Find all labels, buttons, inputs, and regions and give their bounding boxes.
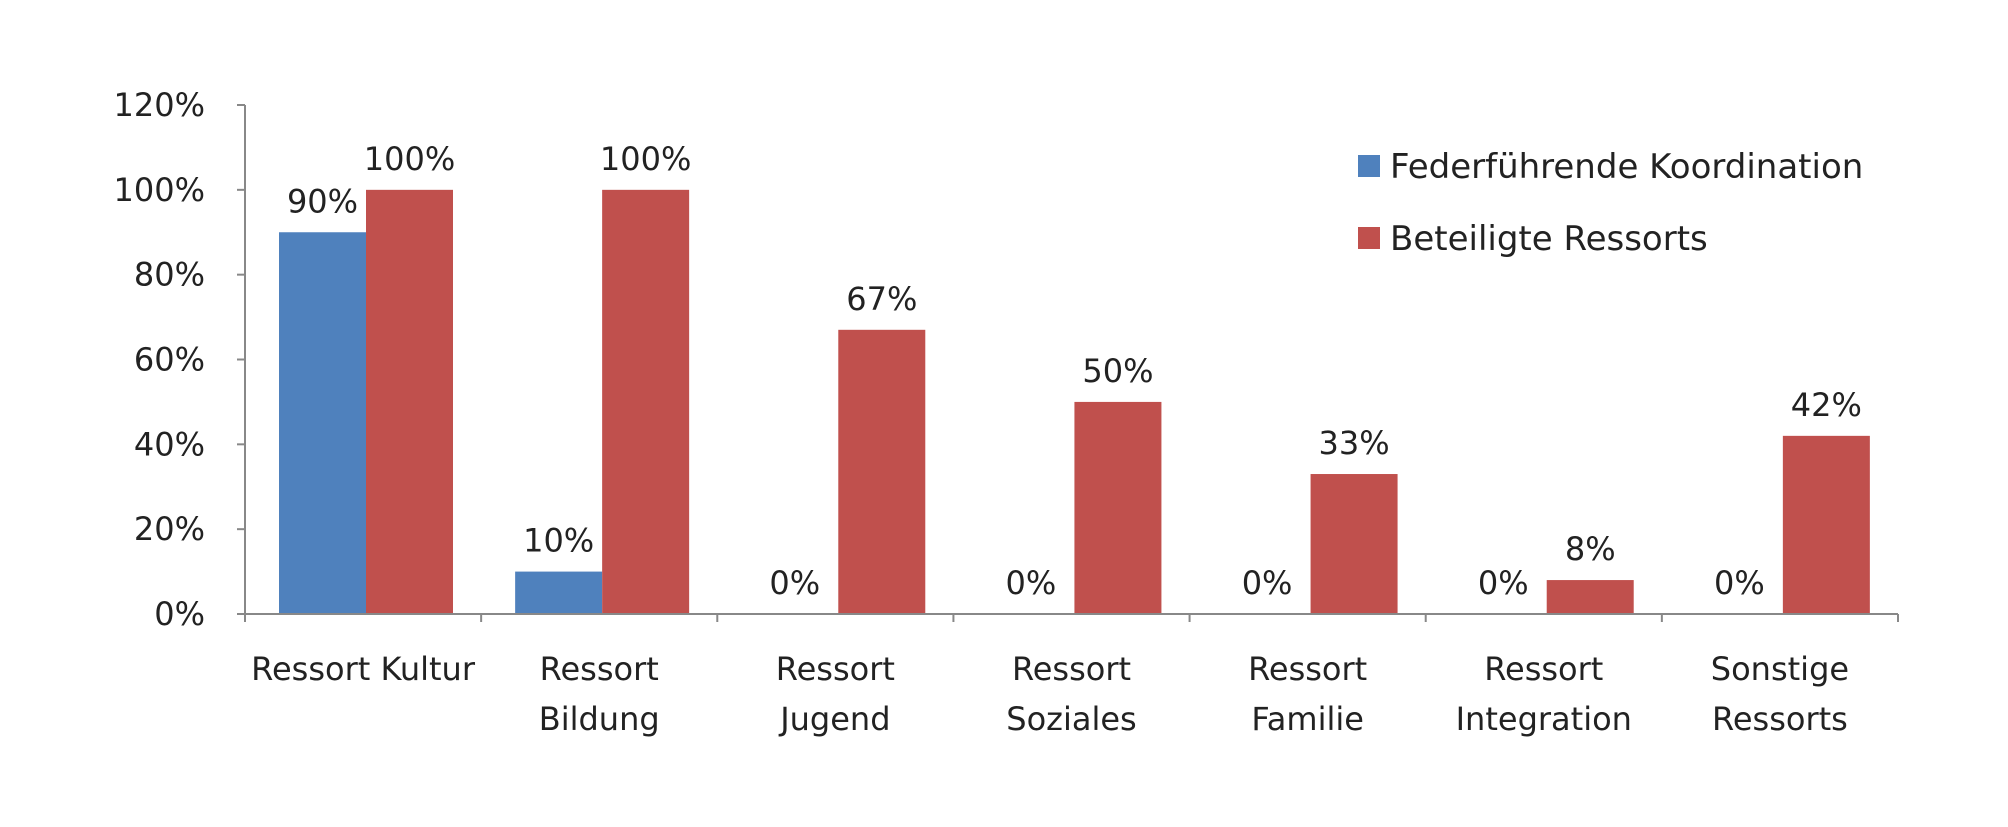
y-tick-label: 100%	[114, 171, 205, 209]
x-tick-label: Ressort	[1248, 650, 1367, 688]
y-tick-label: 40%	[134, 425, 205, 463]
data-label: 33%	[1319, 424, 1390, 462]
data-label: 100%	[600, 140, 691, 178]
x-tick-label: Soziales	[1006, 700, 1136, 738]
legend-swatch	[1358, 155, 1380, 177]
data-label: 90%	[287, 182, 358, 220]
x-tick-label: Ressort	[776, 650, 895, 688]
legend: Federführende Koordination Beteiligte Res…	[1358, 147, 1863, 259]
x-tick-label: Ressort Kultur	[251, 650, 476, 688]
data-label: 0%	[1478, 564, 1529, 602]
data-label: 50%	[1082, 352, 1153, 390]
bar-beteiligt	[1310, 474, 1398, 614]
data-label: 0%	[1714, 564, 1765, 602]
x-axis: Ressort Kultur Ressort Bildung Ressort Jugen…	[244, 613, 1899, 738]
data-label: 8%	[1565, 530, 1616, 568]
bar-federfuehrend	[279, 232, 366, 614]
bar-federfuehrend	[515, 571, 603, 614]
y-axis: 0% 20% 40% 60% 80% 100% 120%	[114, 86, 246, 633]
x-tick-label: Sonstige	[1711, 650, 1849, 688]
data-label: 0%	[769, 564, 820, 602]
bar-beteiligt	[366, 189, 453, 615]
bar-beteiligt	[838, 329, 926, 614]
x-tick-label: Bildung	[539, 700, 660, 738]
x-tick-label: Jugend	[778, 700, 890, 738]
data-label: 42%	[1791, 386, 1862, 424]
y-tick-label: 80%	[134, 256, 205, 294]
legend-label: Federführende Koordination	[1390, 147, 1863, 187]
data-label: 67%	[846, 280, 917, 318]
bar-beteiligt	[1546, 580, 1634, 614]
data-label: 0%	[1006, 564, 1057, 602]
bar-beteiligt	[1074, 401, 1162, 614]
data-label: 0%	[1242, 564, 1293, 602]
x-tick-label: Ressort	[1012, 650, 1131, 688]
y-tick-label: 20%	[134, 510, 205, 548]
bars	[279, 189, 1870, 615]
bar-beteiligt	[602, 189, 690, 615]
x-tick-label: Integration	[1456, 700, 1632, 738]
legend-swatch	[1358, 227, 1380, 249]
x-tick-label: Familie	[1251, 700, 1364, 738]
y-tick-label: 60%	[134, 341, 205, 379]
data-label: 100%	[364, 140, 455, 178]
data-labels: 90%100%10%100%0%67%0%50%0%33%0%8%0%42%	[287, 140, 1862, 602]
x-tick-label: Ressorts	[1712, 700, 1848, 738]
legend-label: Beteiligte Ressorts	[1390, 219, 1708, 259]
data-label: 10%	[523, 522, 594, 560]
bar-beteiligt	[1782, 435, 1870, 614]
x-tick-label: Ressort	[1484, 650, 1603, 688]
y-tick-label: 120%	[114, 86, 205, 124]
y-tick-label: 0%	[154, 595, 205, 633]
x-tick-label: Ressort	[540, 650, 659, 688]
